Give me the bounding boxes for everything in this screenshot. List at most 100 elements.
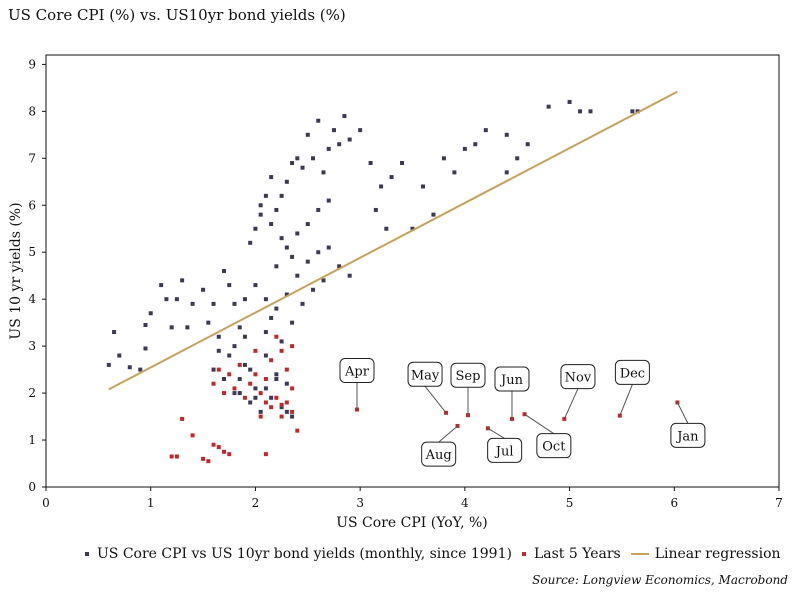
monthly-point bbox=[389, 175, 394, 180]
monthly-point bbox=[279, 236, 284, 241]
monthly-point bbox=[567, 99, 572, 104]
monthly-point bbox=[269, 175, 274, 180]
annotation-label: Jul bbox=[494, 444, 514, 459]
monthly-point bbox=[316, 118, 321, 123]
monthly-point bbox=[258, 409, 263, 414]
plot-frame bbox=[45, 54, 780, 488]
y-axis-title: US 10 yr yields (%) bbox=[8, 202, 24, 339]
recent-point bbox=[274, 334, 279, 339]
monthly-point bbox=[201, 287, 206, 292]
y-tick-label: 7 bbox=[28, 151, 36, 165]
monthly-point bbox=[316, 207, 321, 212]
annotation-label: Apr bbox=[344, 365, 370, 380]
monthly-point bbox=[237, 391, 242, 396]
monthly-point bbox=[138, 367, 143, 372]
monthly-point bbox=[263, 297, 268, 302]
legend-swatch-recent bbox=[521, 552, 526, 556]
recent-point bbox=[263, 377, 268, 381]
x-tick-label: 5 bbox=[566, 496, 574, 510]
monthly-point bbox=[253, 395, 258, 400]
recent-point bbox=[222, 449, 227, 454]
monthly-point bbox=[127, 365, 132, 370]
monthly-point bbox=[279, 193, 284, 198]
monthly-point bbox=[269, 315, 274, 320]
recent-point bbox=[290, 409, 295, 414]
monthly-point bbox=[185, 325, 190, 330]
recent-point bbox=[263, 452, 268, 457]
monthly-point bbox=[316, 250, 321, 255]
recent-point bbox=[190, 433, 195, 438]
recent-point bbox=[242, 395, 247, 400]
regression-line-group bbox=[108, 90, 678, 391]
monthly-point bbox=[441, 156, 446, 161]
monthly-point bbox=[274, 264, 279, 269]
x-tick-label: 7 bbox=[775, 496, 783, 510]
monthly-point bbox=[295, 273, 300, 278]
month-annotations: Apr May Aug Sep Jul Jun Oct Nov Dec Jan bbox=[339, 358, 706, 467]
monthly-point bbox=[358, 128, 363, 133]
recent-point bbox=[211, 381, 216, 386]
axis-ticks: 0 1 2 3 4 5 6 7 0 1 2 3 4 5 6 7 8 9 bbox=[28, 57, 782, 510]
annotation-leader bbox=[619, 384, 633, 416]
recent-point bbox=[269, 405, 274, 410]
monthly-point bbox=[504, 132, 509, 137]
recent-point bbox=[263, 400, 268, 405]
annotation-label: Dec bbox=[620, 366, 645, 381]
monthly-point bbox=[326, 245, 331, 250]
annotation-label: Nov bbox=[565, 371, 592, 386]
monthly-point bbox=[106, 362, 111, 367]
annotation-box bbox=[614, 359, 650, 385]
y-tick-label: 9 bbox=[28, 57, 36, 71]
monthly-point bbox=[515, 156, 520, 161]
recent-point bbox=[258, 414, 263, 419]
recent-point bbox=[232, 386, 237, 391]
monthly-point bbox=[525, 142, 530, 147]
scatter-plot: 0 1 2 3 4 5 6 7 0 1 2 3 4 5 6 7 8 9 Apr May Aug Sep Jul Jun Oct… bbox=[8, 54, 783, 531]
monthly-point bbox=[263, 386, 268, 391]
monthly-point bbox=[117, 353, 122, 358]
recent-point bbox=[284, 367, 289, 372]
monthly-point bbox=[305, 132, 310, 137]
chart-title: US Core CPI (%) vs. US10yr bond yields (… bbox=[8, 6, 346, 24]
legend-item-regression: Linear regression bbox=[630, 546, 781, 562]
monthly-point bbox=[347, 273, 352, 278]
monthly-point bbox=[290, 320, 295, 325]
y-tick-label: 3 bbox=[28, 339, 36, 353]
monthly-point bbox=[232, 344, 237, 349]
monthly-point bbox=[143, 346, 148, 351]
recent-point bbox=[227, 452, 232, 457]
monthly-point bbox=[290, 254, 295, 259]
monthly-point bbox=[242, 297, 247, 302]
monthly-point bbox=[295, 156, 300, 161]
monthly-point bbox=[284, 409, 289, 414]
annotation-leader bbox=[676, 402, 689, 424]
monthly-point bbox=[326, 146, 331, 151]
monthly-point bbox=[248, 400, 253, 405]
monthly-point bbox=[321, 278, 326, 283]
legend-label-monthly: US Core CPI vs US 10yr bond yields (mont… bbox=[97, 546, 512, 562]
annotation-label: Aug bbox=[425, 448, 452, 463]
monthly-point bbox=[279, 405, 284, 410]
recent-point bbox=[248, 381, 253, 386]
x-tick-label: 6 bbox=[670, 496, 678, 510]
monthly-point bbox=[227, 353, 232, 358]
monthly-point bbox=[284, 381, 289, 386]
monthly-point bbox=[410, 226, 415, 231]
monthly-point bbox=[473, 142, 478, 147]
recent-point bbox=[174, 454, 179, 459]
monthly-point bbox=[284, 292, 289, 297]
monthly-point bbox=[222, 269, 227, 273]
monthly-point bbox=[284, 179, 289, 184]
y-tick-label: 8 bbox=[28, 104, 36, 118]
monthly-point bbox=[253, 226, 258, 231]
y-tick-label: 6 bbox=[28, 198, 36, 212]
monthly-point bbox=[578, 109, 583, 114]
recent-point bbox=[274, 395, 279, 400]
recent-point bbox=[279, 414, 284, 419]
annotation-may: May bbox=[407, 361, 447, 414]
monthly-point bbox=[174, 297, 179, 302]
monthly-point bbox=[159, 283, 164, 288]
legend-swatch-regression bbox=[630, 553, 649, 555]
annotation-label: Jun bbox=[499, 373, 524, 388]
annotation-leader bbox=[438, 425, 458, 443]
